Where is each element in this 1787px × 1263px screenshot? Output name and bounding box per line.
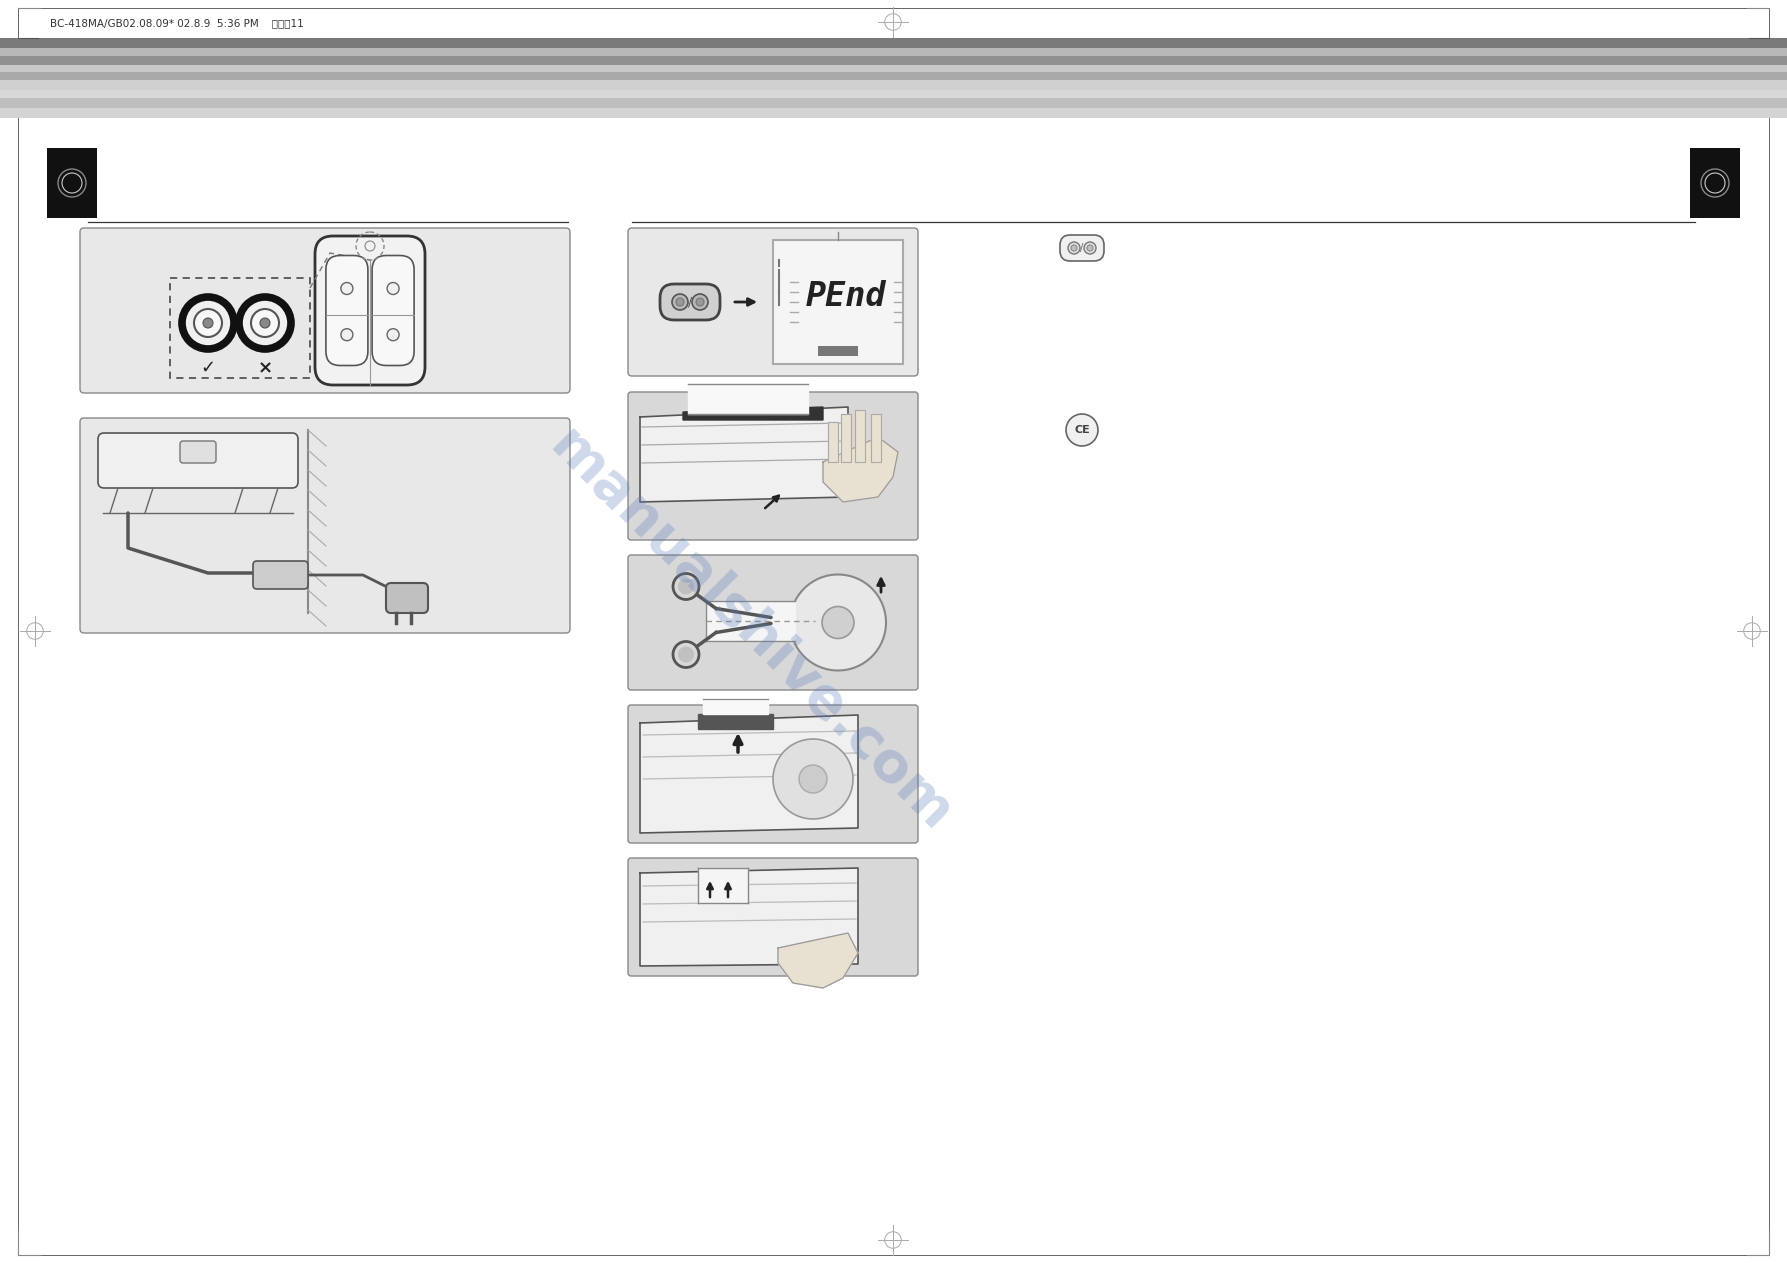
Circle shape xyxy=(672,294,688,309)
Circle shape xyxy=(57,169,86,197)
Circle shape xyxy=(677,647,693,663)
Circle shape xyxy=(1086,245,1094,251)
Polygon shape xyxy=(854,410,865,462)
Circle shape xyxy=(674,642,699,668)
Text: PEnd: PEnd xyxy=(806,280,886,313)
Circle shape xyxy=(1705,173,1724,193)
Circle shape xyxy=(341,283,352,294)
Polygon shape xyxy=(699,868,749,903)
Circle shape xyxy=(799,765,827,793)
Circle shape xyxy=(1085,242,1095,254)
Circle shape xyxy=(1067,414,1097,446)
Circle shape xyxy=(182,297,234,349)
Circle shape xyxy=(195,309,222,337)
Text: BC-418MA/GB02.08.09* 02.8.9  5:36 PM    ページ11: BC-418MA/GB02.08.09* 02.8.9 5:36 PM ページ1… xyxy=(50,18,304,28)
Circle shape xyxy=(675,298,684,306)
Bar xyxy=(818,346,858,356)
FancyBboxPatch shape xyxy=(627,229,919,376)
Polygon shape xyxy=(688,384,808,414)
Text: ×: × xyxy=(257,359,273,376)
Bar xyxy=(0,99,1787,107)
Circle shape xyxy=(388,283,399,294)
FancyBboxPatch shape xyxy=(627,392,919,541)
Circle shape xyxy=(1069,242,1079,254)
Circle shape xyxy=(695,298,704,306)
FancyBboxPatch shape xyxy=(659,284,720,320)
Bar xyxy=(170,278,309,378)
Polygon shape xyxy=(870,414,881,462)
Polygon shape xyxy=(827,422,838,462)
Polygon shape xyxy=(706,600,795,640)
Circle shape xyxy=(822,606,854,639)
Circle shape xyxy=(239,297,291,349)
Bar xyxy=(0,48,1787,56)
Polygon shape xyxy=(842,414,851,462)
FancyBboxPatch shape xyxy=(325,255,368,365)
FancyBboxPatch shape xyxy=(1060,235,1104,261)
Polygon shape xyxy=(640,407,849,501)
Polygon shape xyxy=(777,933,858,988)
Bar xyxy=(46,148,96,218)
Text: CE: CE xyxy=(1074,426,1090,434)
FancyBboxPatch shape xyxy=(386,584,429,613)
Text: /: / xyxy=(688,296,692,308)
Bar xyxy=(774,240,902,364)
FancyBboxPatch shape xyxy=(627,705,919,842)
Circle shape xyxy=(250,309,279,337)
Circle shape xyxy=(677,578,693,595)
Bar xyxy=(0,66,1787,72)
Bar xyxy=(0,81,1787,90)
FancyBboxPatch shape xyxy=(372,255,415,365)
Circle shape xyxy=(692,294,708,309)
Text: /: / xyxy=(1081,242,1083,253)
Circle shape xyxy=(204,318,213,328)
FancyBboxPatch shape xyxy=(627,858,919,976)
Polygon shape xyxy=(824,437,899,501)
Circle shape xyxy=(341,328,352,341)
Polygon shape xyxy=(640,868,858,966)
Text: ✓: ✓ xyxy=(200,359,216,376)
FancyBboxPatch shape xyxy=(180,441,216,464)
FancyBboxPatch shape xyxy=(254,561,307,589)
Bar xyxy=(0,38,1787,48)
Circle shape xyxy=(774,739,852,818)
FancyBboxPatch shape xyxy=(315,236,425,385)
Polygon shape xyxy=(640,715,858,834)
Polygon shape xyxy=(683,407,824,421)
Circle shape xyxy=(388,328,399,341)
Circle shape xyxy=(1070,245,1078,251)
Bar xyxy=(0,90,1787,99)
Circle shape xyxy=(1701,169,1730,197)
Bar xyxy=(1691,148,1741,218)
Circle shape xyxy=(63,173,82,193)
Text: manualshive.com: manualshive.com xyxy=(538,419,963,844)
Polygon shape xyxy=(699,714,774,729)
Circle shape xyxy=(674,573,699,600)
FancyBboxPatch shape xyxy=(627,554,919,690)
Bar xyxy=(0,107,1787,117)
Bar xyxy=(0,72,1787,81)
FancyBboxPatch shape xyxy=(80,418,570,633)
FancyBboxPatch shape xyxy=(80,229,570,393)
Bar xyxy=(0,56,1787,66)
Circle shape xyxy=(259,318,270,328)
Circle shape xyxy=(790,575,886,671)
Polygon shape xyxy=(702,698,768,714)
FancyBboxPatch shape xyxy=(98,433,298,488)
